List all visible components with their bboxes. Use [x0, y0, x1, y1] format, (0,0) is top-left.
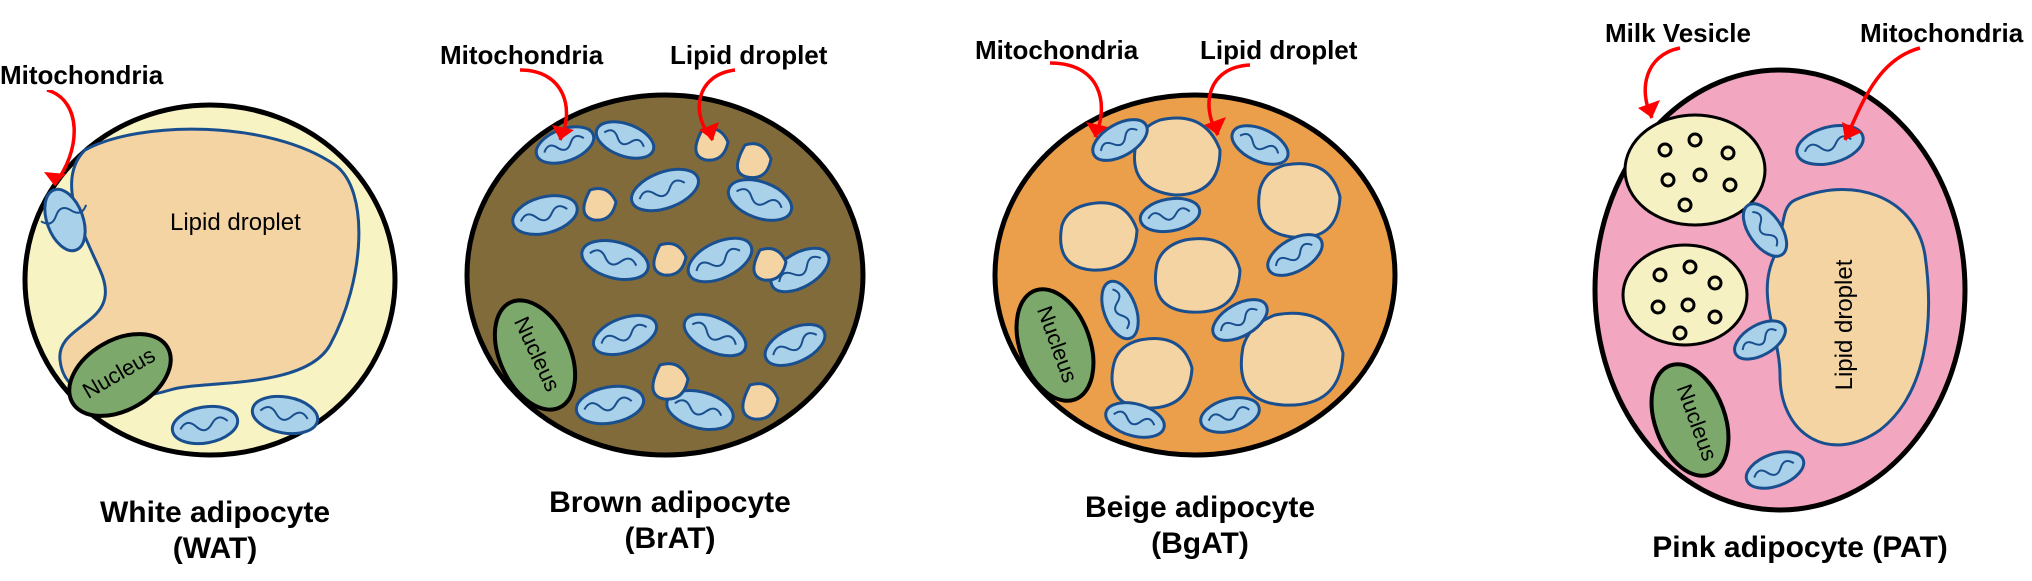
arrow-icon — [665, 60, 785, 170]
diagram-root: Lipid droplet Nucleus Mitochondria White… — [0, 0, 2032, 581]
pink-title: Pink adipocyte (PAT) — [1625, 530, 1975, 566]
arrow-icon — [22, 90, 112, 210]
beige-title: Beige adipocyte (BgAT) — [1050, 490, 1350, 562]
arrow-icon — [1620, 40, 1740, 150]
white-title: White adipocyte (WAT) — [65, 495, 365, 567]
brown-title: Brown adipocyte (BrAT) — [520, 485, 820, 557]
arrow-icon — [500, 60, 620, 170]
pink-lipid-label: Lipid droplet — [1831, 259, 1858, 390]
arrow-icon — [1180, 55, 1300, 165]
white-mito-callout: Mitochondria — [0, 60, 163, 91]
arrow-icon — [1030, 55, 1150, 165]
white-lipid-label: Lipid droplet — [170, 209, 301, 236]
arrow-icon — [1840, 40, 1970, 170]
